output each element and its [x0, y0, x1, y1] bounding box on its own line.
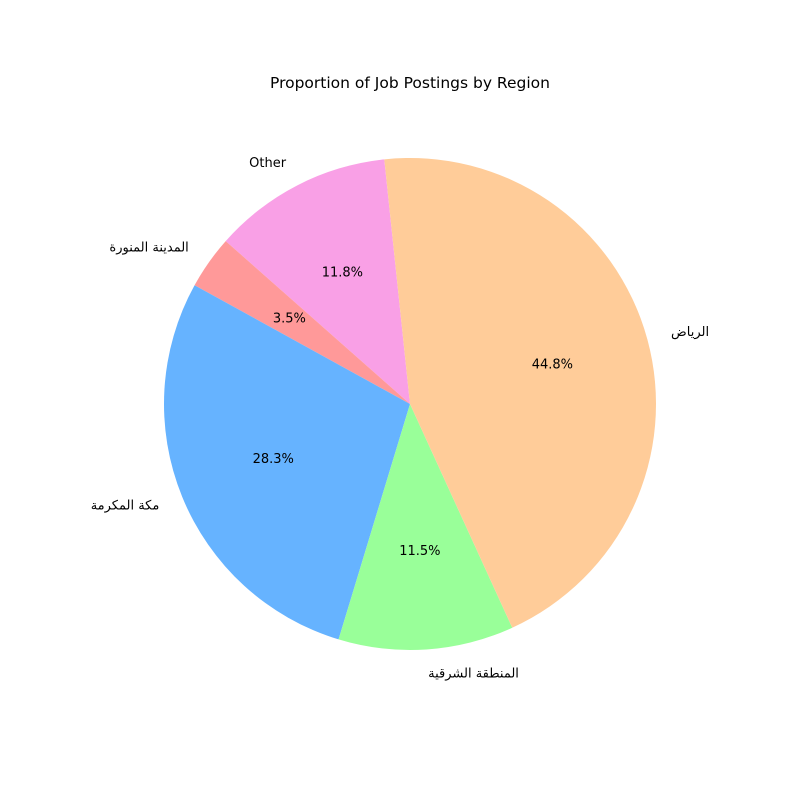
labels-group: Other 11.8% المدينة المنورة 3.5% مكة المكرمة… — [91, 156, 709, 682]
pie-slice-region-4 — [384, 158, 656, 628]
pct-label-other: 11.8% — [322, 265, 363, 280]
pct-label-region-1: 3.5% — [273, 311, 306, 326]
chart-title: Proportion of Job Postings by Region — [270, 74, 550, 92]
pct-label-region-3: 11.5% — [399, 544, 440, 559]
pie-slice-region-2 — [163, 285, 410, 640]
slice-label-region-3: المنطقة الشرقية — [428, 666, 519, 681]
pie-slice-region-3 — [338, 404, 513, 651]
pct-label-region-2: 28.3% — [253, 452, 294, 467]
pct-label-region-4: 44.8% — [532, 358, 573, 373]
slice-label-region-4: الرياض — [671, 325, 709, 340]
slice-label-region-2: مكة المكرمة — [91, 498, 160, 513]
slice-label-other: Other — [249, 156, 287, 171]
pie-slice-region-1 — [194, 241, 410, 404]
slices-group — [163, 158, 656, 651]
slice-label-region-1: المدينة المنورة — [109, 241, 188, 256]
pie-slice-other — [225, 159, 410, 404]
